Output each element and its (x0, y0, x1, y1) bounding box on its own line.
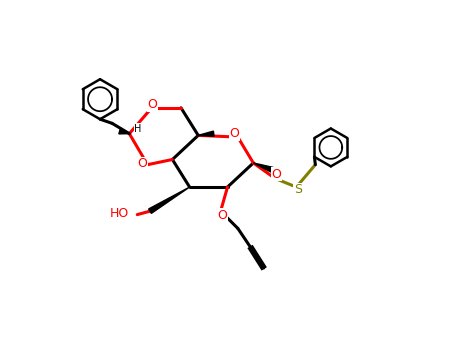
Text: O: O (271, 168, 281, 181)
Text: S: S (294, 183, 302, 196)
Text: O: O (137, 157, 147, 170)
Polygon shape (253, 163, 273, 172)
Polygon shape (149, 187, 190, 214)
Text: O: O (217, 209, 227, 222)
Text: O: O (147, 98, 157, 111)
Polygon shape (198, 131, 214, 136)
Text: O: O (229, 127, 239, 140)
Polygon shape (119, 128, 129, 134)
Text: H: H (134, 124, 142, 133)
Text: HO: HO (109, 207, 129, 220)
